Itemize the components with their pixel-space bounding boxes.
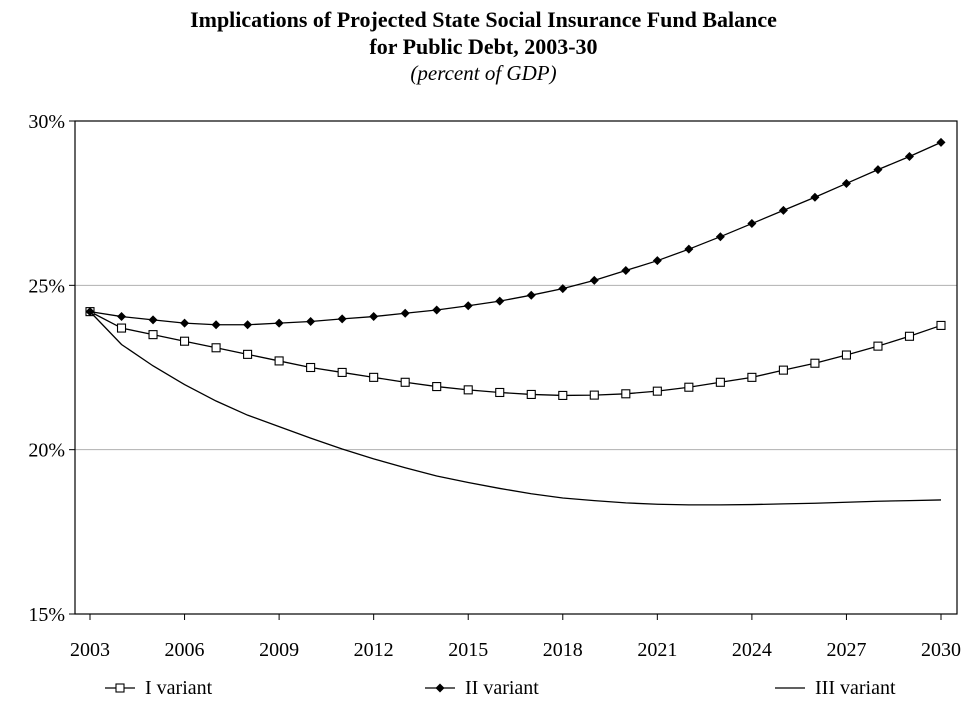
- data-point: [211, 320, 221, 330]
- y-axis: 15% 20% 25% 30%: [28, 111, 75, 626]
- data-point: [369, 372, 379, 382]
- series-ii-variant: [85, 137, 946, 330]
- data-point: [148, 330, 158, 340]
- data-point: [558, 284, 568, 294]
- data-point: [621, 266, 631, 276]
- data-point: [936, 320, 946, 330]
- series-line-i-variant: [89, 311, 942, 397]
- data-point: [747, 219, 757, 229]
- data-point: [558, 390, 568, 400]
- data-point: [873, 165, 883, 175]
- data-point: [400, 377, 410, 387]
- data-point: [274, 318, 284, 328]
- y-tick-label: 20%: [28, 440, 65, 462]
- data-point: [180, 336, 190, 346]
- x-tick-label: 2018: [543, 639, 583, 661]
- data-point: [211, 343, 221, 353]
- data-point: [463, 301, 473, 311]
- x-tick-label: 2021: [637, 639, 677, 661]
- data-point: [904, 151, 914, 161]
- chart-title: Implications of Projected State Social I…: [190, 7, 777, 32]
- data-point: [589, 275, 599, 285]
- data-point: [778, 365, 788, 375]
- series-iii-variant: [89, 311, 942, 506]
- legend-marker: [435, 683, 445, 693]
- data-point: [306, 362, 316, 373]
- chart-subtitle: (percent of GDP): [410, 61, 557, 85]
- legend-item-iii-variant: III variant: [775, 677, 896, 699]
- legend-label: III variant: [815, 677, 896, 699]
- x-tick-label: 2003: [70, 639, 110, 661]
- gridlines: [75, 284, 957, 451]
- data-point: [526, 389, 536, 400]
- data-point: [778, 205, 788, 215]
- data-point: [747, 372, 757, 382]
- data-point: [810, 192, 820, 202]
- data-point: [337, 367, 347, 377]
- data-point: [116, 323, 127, 333]
- data-point: [243, 320, 253, 330]
- data-point: [337, 314, 347, 324]
- series-i-variant: [85, 307, 946, 400]
- data-point: [904, 331, 915, 341]
- data-point: [495, 296, 505, 306]
- data-point: [495, 387, 505, 398]
- data-point: [526, 290, 536, 300]
- data-point: [463, 385, 473, 395]
- data-point: [432, 382, 442, 392]
- data-point: [274, 356, 284, 366]
- x-tick-label: 2030: [921, 639, 961, 661]
- data-point: [810, 358, 820, 368]
- legend-label: II variant: [465, 677, 539, 699]
- x-tick-label: 2009: [259, 639, 299, 661]
- plot-frame: [74, 120, 958, 615]
- chart-title-line2: for Public Debt, 2003-30: [369, 34, 598, 59]
- data-point: [306, 316, 316, 326]
- x-tick-label: 2006: [165, 639, 205, 661]
- data-point: [621, 389, 631, 399]
- series-lines: [85, 137, 946, 506]
- y-tick-label: 25%: [28, 275, 65, 297]
- data-point: [243, 349, 253, 359]
- y-tick-label: 15%: [28, 604, 65, 626]
- data-point: [148, 315, 158, 325]
- x-axis: 2003 2006 2009 2012 2015 2018 2021 2024 2027 2030: [70, 614, 961, 661]
- data-point: [841, 350, 851, 360]
- data-point: [369, 312, 379, 322]
- data-point: [936, 137, 946, 147]
- legend: I variant II variant III variant: [105, 677, 896, 699]
- x-tick-label: 2027: [826, 639, 866, 661]
- data-point: [652, 256, 662, 266]
- data-point: [684, 244, 694, 254]
- legend-item-ii-variant: II variant: [425, 677, 539, 699]
- data-point: [400, 308, 410, 318]
- data-point: [841, 178, 851, 188]
- data-point: [432, 305, 442, 315]
- legend-item-i-variant: I variant: [105, 677, 213, 699]
- series-line-iii-variant: [89, 311, 942, 506]
- data-point: [873, 341, 883, 351]
- x-tick-label: 2012: [354, 639, 394, 661]
- data-point: [652, 386, 662, 396]
- data-point: [589, 390, 599, 400]
- legend-marker: [115, 683, 125, 693]
- legend-label: I variant: [145, 677, 213, 699]
- series-line-ii-variant: [89, 141, 942, 326]
- y-tick-label: 30%: [28, 111, 65, 133]
- data-point: [684, 382, 694, 392]
- x-tick-label: 2024: [732, 639, 772, 661]
- x-tick-label: 2015: [448, 639, 488, 661]
- data-point: [180, 318, 190, 328]
- data-point: [715, 377, 725, 387]
- data-point: [715, 232, 725, 242]
- data-point: [117, 312, 127, 322]
